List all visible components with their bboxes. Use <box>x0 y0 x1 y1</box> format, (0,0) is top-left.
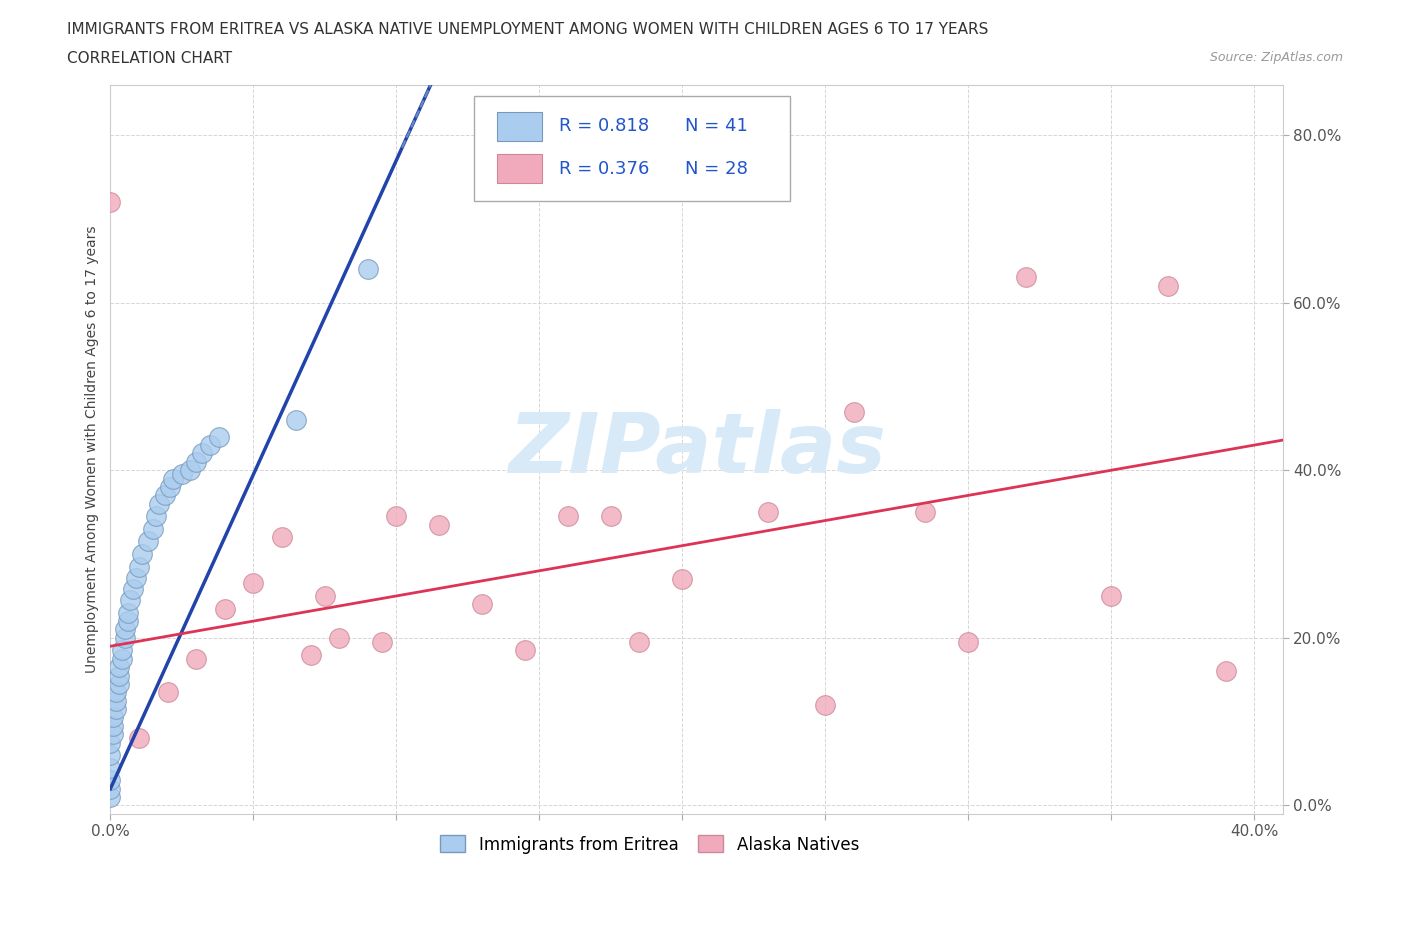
FancyBboxPatch shape <box>498 154 541 183</box>
Text: IMMIGRANTS FROM ERITREA VS ALASKA NATIVE UNEMPLOYMENT AMONG WOMEN WITH CHILDREN : IMMIGRANTS FROM ERITREA VS ALASKA NATIVE… <box>67 22 988 37</box>
Text: R = 0.376: R = 0.376 <box>560 160 650 178</box>
Point <box>131 547 153 562</box>
Point <box>285 413 308 428</box>
Point <box>108 659 131 674</box>
Point <box>756 505 779 520</box>
Point <box>242 576 264 591</box>
Point <box>914 505 936 520</box>
Point <box>814 698 837 712</box>
Point <box>111 643 134 658</box>
Text: Source: ZipAtlas.com: Source: ZipAtlas.com <box>1209 51 1343 64</box>
Point <box>471 597 494 612</box>
Text: ZIPatlas: ZIPatlas <box>508 409 886 490</box>
Point <box>100 735 122 750</box>
Point <box>1014 270 1036 285</box>
Text: N = 41: N = 41 <box>685 117 748 135</box>
Point <box>100 781 122 796</box>
Point <box>513 643 536 658</box>
Text: R = 0.818: R = 0.818 <box>560 117 650 135</box>
Point <box>136 534 159 549</box>
Point <box>271 530 294 545</box>
Point <box>100 761 122 776</box>
Legend: Immigrants from Eritrea, Alaska Natives: Immigrants from Eritrea, Alaska Natives <box>433 829 866 860</box>
Point <box>328 631 350 645</box>
Point <box>1099 589 1122 604</box>
Y-axis label: Unemployment Among Women with Children Ages 6 to 17 years: Unemployment Among Women with Children A… <box>86 226 100 673</box>
Point <box>142 522 165 537</box>
Point <box>427 517 450 532</box>
Point <box>186 651 208 666</box>
FancyBboxPatch shape <box>498 112 541 140</box>
Point <box>105 693 128 708</box>
Point <box>153 488 176 503</box>
Point <box>108 676 131 691</box>
Point <box>111 651 134 666</box>
Point <box>117 605 139 620</box>
Point <box>557 509 579 524</box>
Point <box>103 726 125 741</box>
Point <box>122 582 145 597</box>
Point <box>100 194 122 209</box>
Point <box>100 748 122 763</box>
Point <box>105 684 128 699</box>
Point <box>125 570 148 585</box>
Point <box>145 509 167 524</box>
Point <box>114 631 136 645</box>
Point <box>186 455 208 470</box>
Point <box>108 668 131 683</box>
Point <box>148 497 170 512</box>
Point <box>191 446 214 461</box>
Point <box>628 634 651 649</box>
Point <box>214 601 236 616</box>
Point <box>100 790 122 804</box>
Point <box>957 634 980 649</box>
Point <box>1215 664 1237 679</box>
Point <box>103 710 125 724</box>
Point <box>128 731 150 746</box>
Point <box>114 622 136 637</box>
Text: CORRELATION CHART: CORRELATION CHART <box>67 51 232 66</box>
Point <box>103 718 125 733</box>
Point <box>179 463 201 478</box>
Point <box>299 647 322 662</box>
Point <box>117 614 139 629</box>
Point <box>128 559 150 574</box>
Point <box>162 472 184 486</box>
Point <box>120 592 142 607</box>
Point <box>371 634 394 649</box>
Point <box>314 589 336 604</box>
Point <box>170 467 193 482</box>
FancyBboxPatch shape <box>474 96 790 202</box>
Point <box>1157 278 1180 293</box>
Point <box>156 684 179 699</box>
Point <box>208 430 231 445</box>
Point <box>100 773 122 788</box>
Point <box>599 509 621 524</box>
Point <box>842 405 865 419</box>
Point <box>200 438 222 453</box>
Point <box>159 480 181 495</box>
Point <box>385 509 408 524</box>
Point <box>105 701 128 716</box>
Point <box>357 261 380 276</box>
Text: N = 28: N = 28 <box>685 160 748 178</box>
Point <box>671 572 693 587</box>
